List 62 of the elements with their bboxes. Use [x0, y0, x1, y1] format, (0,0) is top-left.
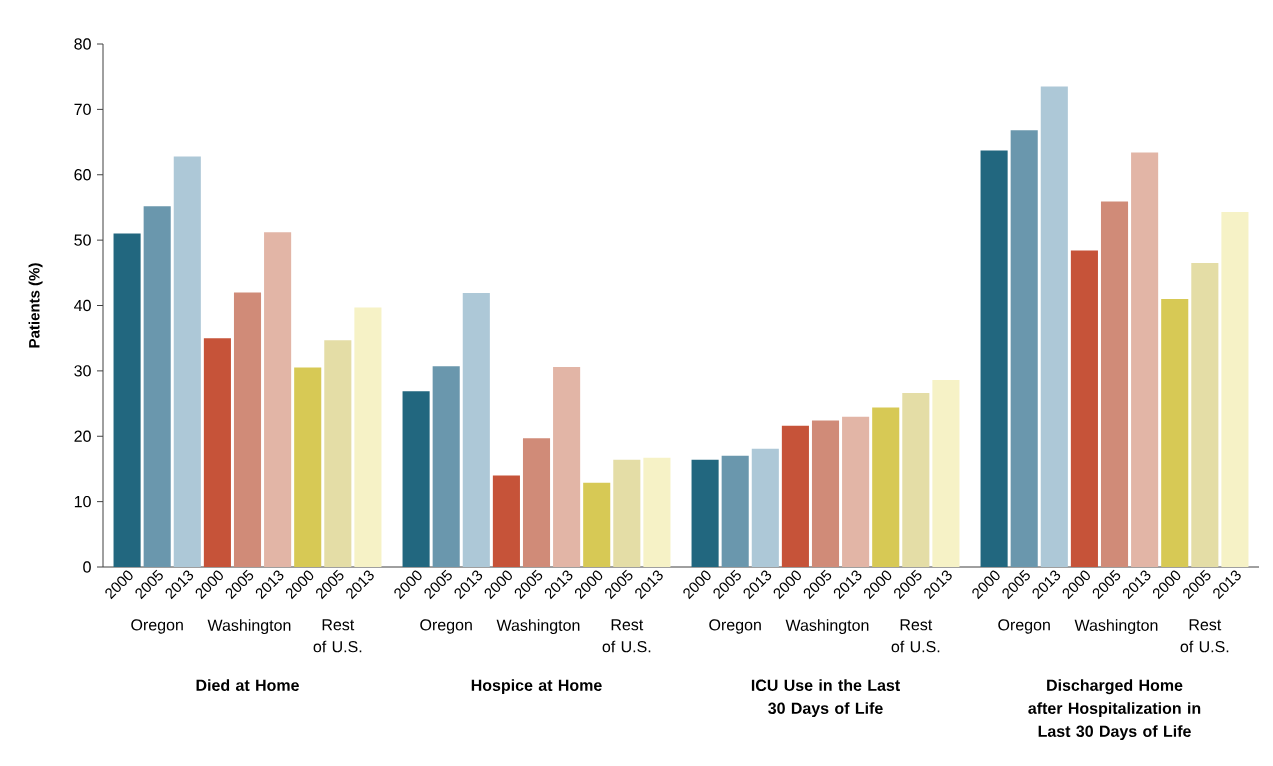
bar: [980, 150, 1008, 567]
y-tick-label: 80: [74, 38, 91, 50]
bar: [1070, 250, 1098, 567]
bar: [432, 366, 460, 567]
bar: [1100, 201, 1129, 567]
text: Rest of U.S.: [313, 619, 362, 653]
y-tick-label: 70: [74, 103, 91, 116]
bar: [492, 475, 520, 567]
x-axis-title: Hospice at Home: [471, 679, 602, 695]
bar: [583, 482, 611, 567]
text: Washington: [1074, 619, 1158, 635]
bar: [842, 416, 870, 567]
text: Oregon: [998, 619, 1050, 634]
bar: [354, 307, 382, 567]
text: Washington: [496, 619, 580, 635]
bar: [811, 420, 840, 567]
bar: [932, 380, 960, 567]
x-axis-title: Discharged Home after Hospitalization in Last 30 Days of Life: [1028, 679, 1201, 741]
bar: [264, 232, 292, 567]
y-tick-label: 20: [74, 430, 91, 442]
bar: [781, 425, 809, 567]
y-axis-title: Patients (%): [28, 263, 43, 348]
bar: [462, 293, 490, 567]
bar: [1191, 263, 1219, 567]
bar: [1040, 86, 1068, 567]
text: Washington: [785, 619, 869, 635]
bar: [751, 448, 779, 567]
text: Rest of U.S.: [1180, 619, 1229, 653]
bar: [1010, 130, 1038, 567]
bar: [1131, 152, 1159, 567]
text: Rest of U.S.: [602, 619, 651, 653]
bar: [324, 340, 352, 567]
bar: [143, 206, 171, 567]
bar: [113, 233, 141, 567]
bar: [643, 457, 671, 567]
bar: [522, 438, 551, 567]
y-tick-label: 10: [74, 495, 91, 508]
x-axis-title: ICU Use in the Last 30 Days of Life: [751, 679, 900, 718]
x-axis-title: Died at Home: [196, 679, 299, 691]
text: Oregon: [709, 619, 761, 634]
text: Oregon: [131, 619, 183, 634]
bar: [294, 367, 322, 567]
bar: [1161, 298, 1189, 567]
bar: [233, 292, 262, 567]
bar: [721, 455, 749, 567]
y-tick-label: 60: [74, 169, 91, 181]
y-tick-label: 40: [74, 299, 91, 312]
text: Washington: [207, 619, 291, 635]
bar: [613, 459, 641, 567]
bar: [902, 393, 930, 567]
bar: [1221, 212, 1249, 567]
bar: [553, 366, 581, 567]
y-tick-label: 0: [83, 561, 91, 573]
bar: [872, 407, 900, 567]
bar: [691, 459, 719, 567]
text: Rest of U.S.: [891, 619, 940, 653]
bar: [203, 338, 231, 567]
bar: [173, 156, 201, 567]
y-tick-label: 30: [74, 365, 91, 377]
text: Oregon: [420, 619, 472, 634]
y-tick-label: 50: [74, 234, 91, 246]
bar: [402, 391, 430, 567]
